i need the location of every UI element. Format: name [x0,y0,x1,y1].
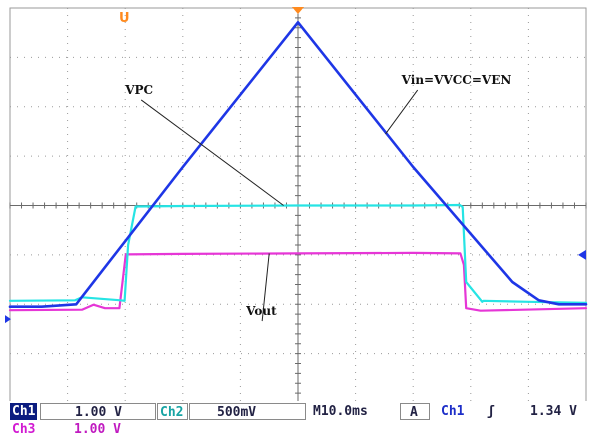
annotation-leader [140,99,284,206]
trace-ch2 [8,203,588,304]
trace-ch3 [8,251,588,312]
annotation-vin-vvcc-ven: Vin=VVCC=VEN [401,73,512,87]
ground-marker-icon [5,315,11,324]
annotation-vout: Vout [245,304,277,318]
annotation-leader [261,253,270,322]
trigger-slope-icon: ʃ [487,404,495,419]
trigger-level: 1.34 V [530,404,577,419]
ch1-scale: 1.00 V [40,403,156,420]
ch2-scale: 500mV [189,403,306,420]
status-bar: Ch1 1.00 V Ch2 500mV M10.0ms A Ch1 ʃ 1.3… [0,401,590,438]
trigger-position-icon [292,7,304,14]
screen-markers: U [5,7,586,324]
trace-ch1 [8,20,588,309]
trigger-mode: A [400,403,430,420]
timebase: M10.0ms [313,404,368,419]
annotations: VPC Vin=VVCC=VEN Vout [124,73,512,322]
trigger-source: Ch1 [441,404,465,419]
ch3-label: Ch3 [10,421,38,438]
annotation-leader [385,89,419,135]
memory-marker-label: U [119,11,130,26]
annotation-vpc: VPC [124,83,153,97]
trigger-level-icon [578,249,586,260]
waveform-traces [8,20,588,312]
ch1-label: Ch1 [10,403,38,420]
ch2-label: Ch2 [157,403,188,420]
ch3-scale: 1.00 V [74,422,121,437]
